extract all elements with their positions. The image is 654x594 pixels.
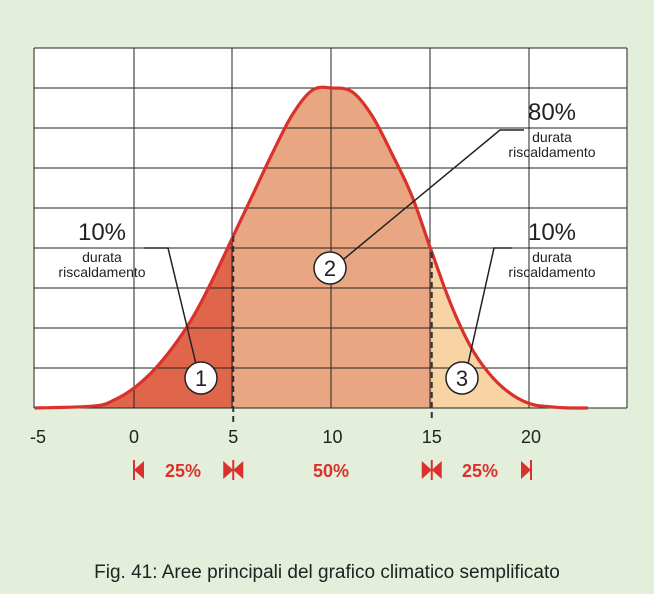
range-arrow: [134, 461, 144, 479]
range-percent-label: 25%: [165, 461, 201, 481]
range-arrow: [223, 461, 234, 479]
zone-marker-1: [184, 361, 218, 395]
range-arrow: [233, 461, 244, 479]
x-tick-label: -5: [30, 427, 46, 447]
zone-label-line: durata: [532, 129, 572, 145]
range-percent-label: 25%: [462, 461, 498, 481]
range-arrow: [431, 461, 442, 479]
zone-marker-number: 2: [324, 256, 336, 281]
zone-marker-3: [445, 361, 479, 395]
leader-line-2: [332, 129, 524, 269]
zone-marker-number: 1: [195, 366, 207, 391]
figure-caption: Fig. 41: Aree principali del grafico cli…: [94, 562, 560, 583]
range-arrow: [521, 461, 531, 479]
leader-line-3: [467, 247, 512, 365]
zone-percent-label: 10%: [528, 219, 576, 246]
x-tick-label: 15: [422, 427, 442, 447]
zone-percent-label: 10%: [78, 219, 126, 246]
zone-marker-number: 3: [456, 366, 468, 391]
zone-percent-label: 80%: [528, 99, 576, 126]
x-tick-label: 20: [521, 427, 541, 447]
range-percent-label: 50%: [313, 461, 349, 481]
x-tick-label: 10: [322, 427, 342, 447]
x-tick-label: 5: [228, 427, 238, 447]
leader-line-1: [144, 247, 197, 365]
range-arrow: [421, 461, 432, 479]
series-line: [34, 85, 588, 410]
zone-marker-2: [313, 251, 347, 285]
x-tick-label: 0: [129, 427, 139, 447]
zone-label-line: riscaldamento: [58, 264, 145, 280]
zone-label-line: durata: [82, 249, 122, 265]
zone-label-line: riscaldamento: [508, 264, 595, 280]
zone-label-line: durata: [532, 249, 572, 265]
zone-label-line: riscaldamento: [508, 144, 595, 160]
